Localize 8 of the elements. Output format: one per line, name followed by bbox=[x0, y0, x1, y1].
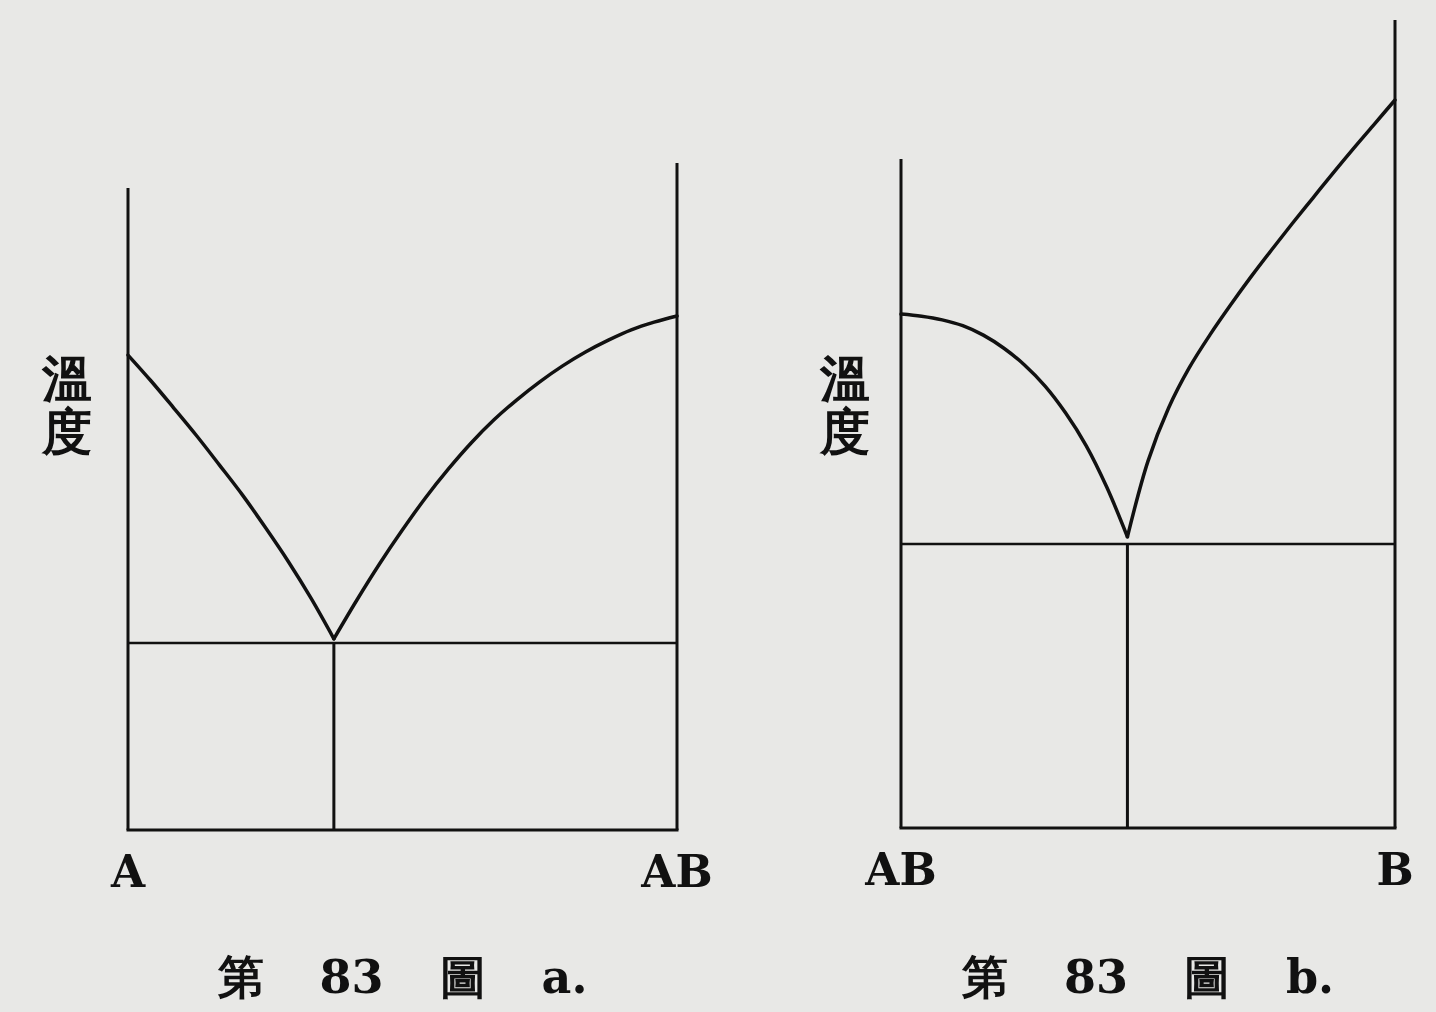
y-axis-title: 溫度 bbox=[819, 349, 870, 461]
x-tick-label: AB bbox=[640, 846, 713, 897]
x-tick-label: B bbox=[1376, 844, 1414, 895]
y-axis-title: 溫度 bbox=[41, 349, 92, 461]
x-tick-label: AB bbox=[864, 844, 937, 895]
text: 第 83 圖 a. bbox=[216, 950, 588, 1004]
text: 第 83 圖 b. bbox=[960, 950, 1335, 1004]
x-tick-label: A bbox=[109, 846, 146, 897]
